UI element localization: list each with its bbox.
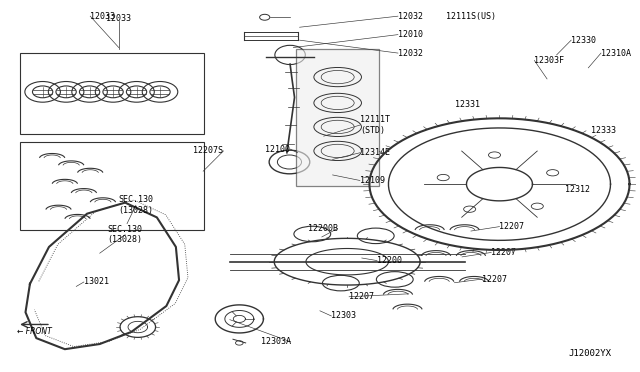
Text: 12314E: 12314E [360, 148, 390, 157]
Text: 12310A: 12310A [601, 49, 631, 58]
Text: SEC.130
(13028): SEC.130 (13028) [108, 225, 143, 244]
Text: 12032: 12032 [398, 49, 423, 58]
Text: 12010: 12010 [398, 30, 423, 39]
Text: 12303A: 12303A [260, 337, 291, 346]
Text: SEC.130
(13028): SEC.130 (13028) [118, 196, 154, 215]
Text: 12111S(US): 12111S(US) [445, 12, 495, 21]
Text: 12333: 12333 [591, 126, 616, 135]
Bar [20, 142, 204, 230]
Text: 12100: 12100 [265, 145, 290, 154]
Text: 12303F: 12303F [534, 56, 564, 65]
Text: 12303: 12303 [332, 311, 356, 320]
Text: 12207: 12207 [499, 222, 524, 231]
Text: 12207: 12207 [483, 275, 508, 283]
Text: 12207: 12207 [349, 292, 374, 301]
Text: J12002YX: J12002YX [569, 350, 612, 359]
Text: 13021: 13021 [84, 278, 109, 286]
Bar [296, 49, 379, 186]
Text: 12200B: 12200B [308, 224, 338, 233]
Text: 12312: 12312 [565, 185, 590, 194]
Text: 12207S: 12207S [193, 147, 223, 155]
Text: 12207: 12207 [492, 248, 516, 257]
Bar [20, 53, 204, 134]
Text: 12330: 12330 [571, 36, 596, 45]
Text: 12111T
(STD): 12111T (STD) [360, 115, 390, 135]
Text: ← FRONT: ← FRONT [17, 327, 52, 336]
Text: 12331: 12331 [455, 100, 480, 109]
Text: 12109: 12109 [360, 176, 385, 185]
Text: 12033: 12033 [90, 12, 115, 21]
Text: 12033: 12033 [106, 13, 131, 22]
Text: 12200: 12200 [377, 256, 402, 265]
Text: 12032: 12032 [398, 12, 423, 21]
